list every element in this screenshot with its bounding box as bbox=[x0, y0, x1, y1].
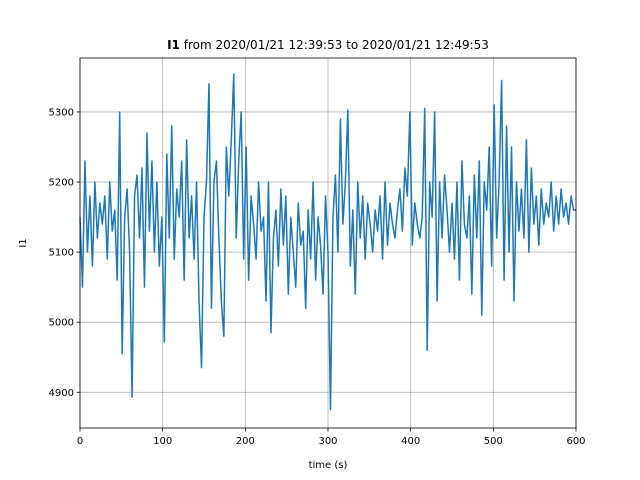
x-tick-label: 100 bbox=[153, 436, 172, 447]
y-axis-label: I1 bbox=[18, 238, 29, 247]
y-tick-label: 5000 bbox=[49, 318, 74, 329]
x-tick-label: 400 bbox=[401, 436, 420, 447]
ticks: 0 100 200 300 400 500 600 4900 5000 5100 5200 5300 bbox=[49, 107, 586, 447]
y-tick-label: 4900 bbox=[49, 388, 74, 399]
x-tick-label: 300 bbox=[318, 436, 337, 447]
title-rest: from 2020/01/21 12:39:53 to 2020/01/21 1… bbox=[184, 38, 489, 52]
x-tick-label: 600 bbox=[566, 436, 585, 447]
x-tick-label: 0 bbox=[77, 436, 83, 447]
x-tick-label: 500 bbox=[484, 436, 503, 447]
chart-title: I1 from 2020/01/21 12:39:53 to 2020/01/2… bbox=[167, 38, 489, 52]
plot-area bbox=[79, 73, 576, 411]
y-tick-label: 5100 bbox=[49, 248, 74, 259]
y-tick-label: 5200 bbox=[49, 178, 74, 189]
title-bold: I1 bbox=[167, 38, 180, 52]
x-axis-label: time (s) bbox=[309, 460, 348, 471]
y-tick-label: 5300 bbox=[49, 107, 74, 118]
x-tick-label: 200 bbox=[236, 436, 255, 447]
data-line bbox=[79, 73, 576, 411]
